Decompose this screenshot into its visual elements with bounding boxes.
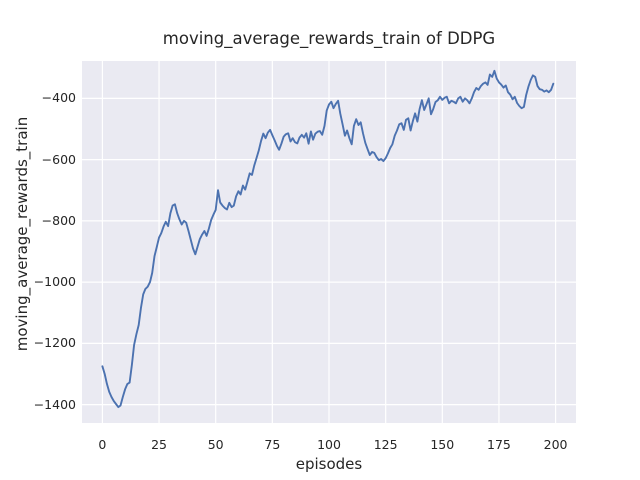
- y-tick-label: −1400: [33, 396, 76, 412]
- x-tick-label: 25: [151, 437, 167, 452]
- y-tick-label: −1200: [33, 335, 76, 351]
- y-tick-label: −1000: [33, 274, 76, 290]
- x-tick-label: 100: [317, 437, 341, 452]
- y-axis-label: moving_average_rewards_train: [13, 116, 31, 352]
- line-series: [101, 69, 555, 409]
- y-tick-label: −600: [41, 151, 76, 167]
- x-tick-label: 0: [98, 437, 107, 452]
- x-tick-label: 175: [487, 437, 511, 452]
- x-tick-label: 150: [430, 437, 455, 452]
- x-tick-label: 125: [373, 437, 398, 452]
- y-tick-label: −400: [41, 90, 76, 106]
- chart-title: moving_average_rewards_train of DDPG: [162, 29, 496, 48]
- x-tick-label: 200: [543, 437, 568, 452]
- y-tick-label: −800: [41, 212, 76, 228]
- x-tick-label: 50: [207, 437, 224, 452]
- x-axis-label: episodes: [295, 455, 363, 473]
- x-tick-label: 75: [264, 437, 281, 452]
